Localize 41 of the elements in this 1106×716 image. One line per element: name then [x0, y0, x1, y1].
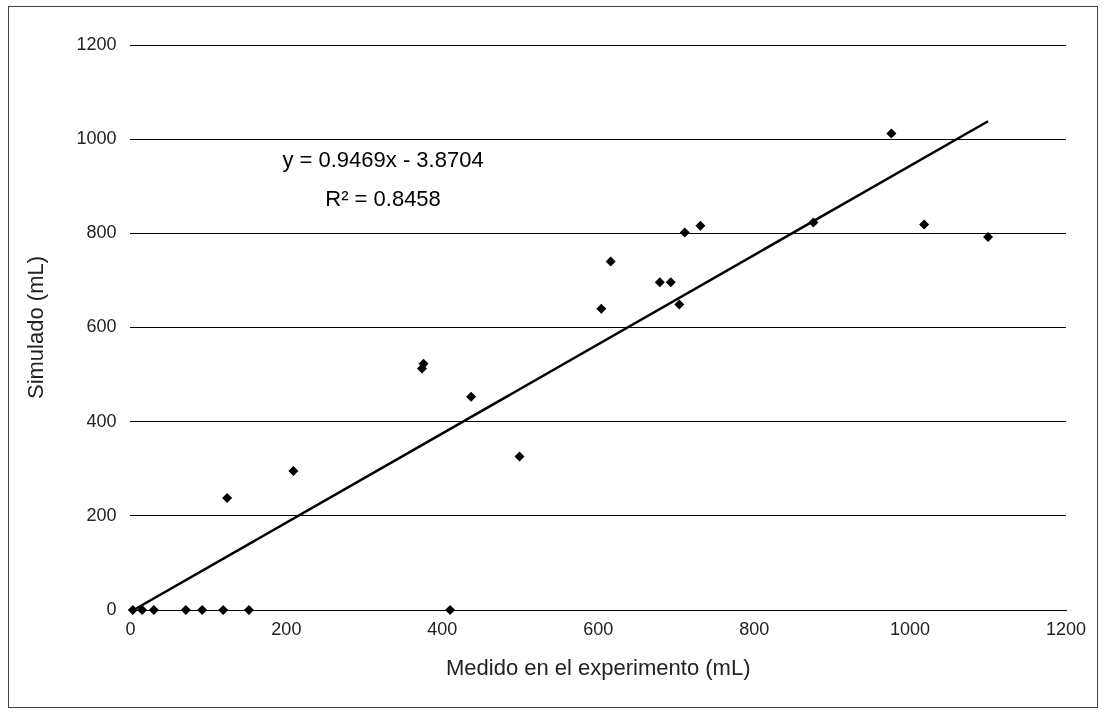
point [514, 451, 525, 462]
y-tick-label: 800 [86, 222, 117, 243]
x-tick-label: 1000 [890, 618, 931, 639]
y-axis-title: Simulado (mL) [23, 255, 49, 400]
y-tick-label: 1000 [76, 128, 117, 149]
y-tick-label: 1200 [76, 33, 117, 54]
x-tick-label: 0 [125, 618, 136, 639]
point [808, 217, 819, 228]
point [197, 605, 208, 615]
point [137, 605, 148, 615]
point [605, 256, 616, 267]
point [679, 227, 690, 238]
x-tick-label: 1200 [1045, 618, 1087, 639]
x-tick-label: 800 [739, 618, 770, 639]
point [288, 466, 299, 477]
y-tick-label: 200 [86, 504, 117, 525]
point [596, 303, 607, 314]
point [445, 605, 456, 615]
point [218, 605, 229, 615]
x-tick-label: 200 [271, 618, 302, 639]
x-axis-title: Medido en el experimento (mL) [445, 654, 751, 680]
point [466, 391, 477, 402]
annotation: y = 0.9469x - 3.8704 [282, 146, 484, 172]
point [695, 220, 706, 231]
point [127, 605, 138, 615]
point [222, 492, 233, 503]
point [180, 605, 191, 615]
x-tick-label: 400 [427, 618, 458, 639]
point [665, 277, 676, 288]
point [886, 128, 897, 139]
point [983, 232, 994, 243]
y-tick-label: 400 [86, 410, 117, 431]
point [148, 605, 159, 615]
y-tick-label: 0 [106, 598, 117, 619]
point [919, 219, 930, 230]
annotation: R² = 0.8458 [325, 186, 441, 212]
point [674, 299, 685, 310]
x-tick-label: 600 [583, 618, 614, 639]
point [243, 605, 254, 615]
point [654, 277, 665, 288]
y-tick-label: 600 [86, 316, 117, 337]
